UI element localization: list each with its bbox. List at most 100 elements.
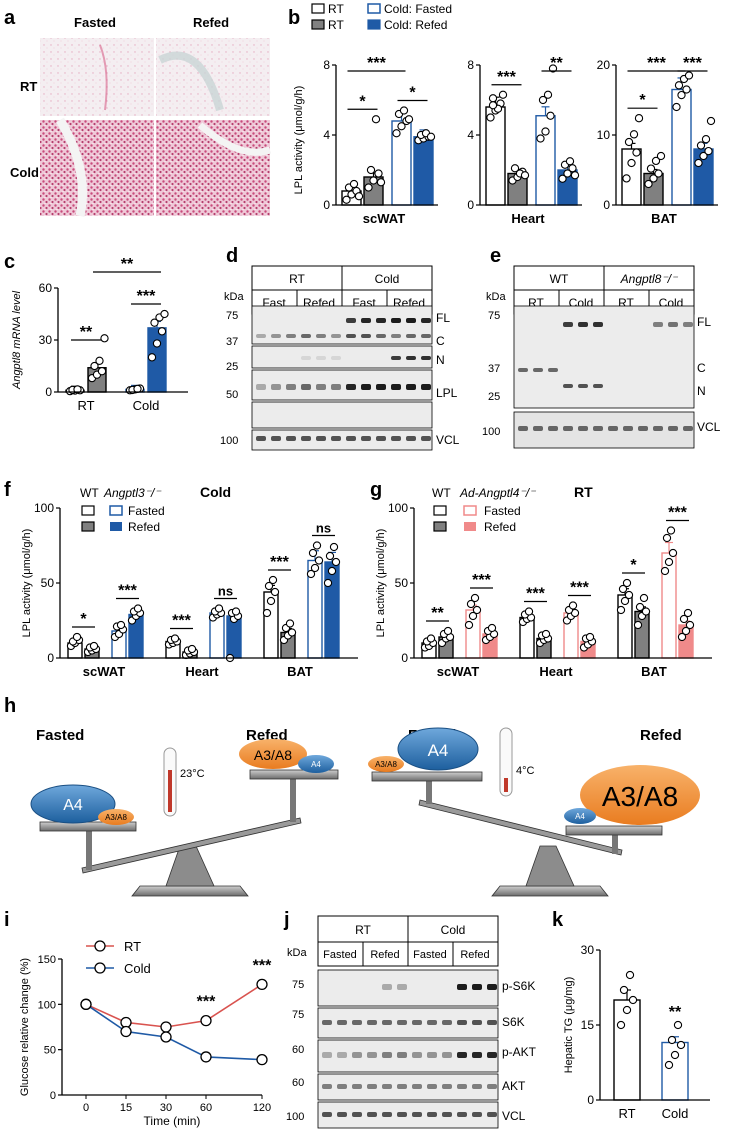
y-tick-label: 4 [323,128,330,142]
significance-label: ** [431,605,444,622]
h-right-pan-fasted [371,771,483,782]
blot-band [421,318,431,323]
data-point [80,998,92,1010]
data-point [625,970,635,980]
h-right-thermometer-icon [499,727,513,797]
histology-row-cold: Cold [10,165,39,180]
data-point [488,94,498,103]
significance-label: *** [668,505,687,522]
h-left-base [131,885,249,897]
blot-band [442,1020,452,1025]
panel-d-western-blot: RT Cold Fast Refed Fast Refed kDa 75 37 … [220,265,460,451]
data-point [694,158,703,168]
blot-band [391,334,401,338]
blot-band [427,1052,437,1058]
blot-band [352,1020,362,1025]
blot-band [457,1112,467,1117]
blot-band [457,1020,467,1025]
blot-band [442,1112,452,1117]
blot-band [406,318,416,323]
blot-e-kda: kDa [486,291,506,303]
data-point [585,632,595,642]
legend-f-wt: WT [80,486,99,500]
blot-band [331,436,341,441]
blot-band [286,436,296,441]
x-tick-label: 120 [253,1102,271,1114]
data-point [565,157,575,166]
data-point [327,566,337,576]
panel-letter-j: j [283,909,290,931]
legend-label: Cold [124,961,151,976]
x-tick-label: 0 [83,1102,89,1114]
data-point [369,176,378,185]
data-point [285,619,295,628]
significance-label: ** [80,324,93,341]
x-tick-label: 15 [120,1102,132,1114]
blot-band [352,1052,362,1058]
blot-d-band-vcl: VCL [436,433,460,447]
blot-band [412,1020,422,1025]
y-tick-label: 150 [38,954,56,966]
data-point [677,632,687,642]
data-point [660,566,670,576]
blot-j-marker-3: 60 [292,1044,304,1056]
data-point [662,533,672,543]
data-point [679,614,689,624]
series-line [85,983,263,1028]
x-group-label: RT [77,398,94,413]
significance-label: *** [497,69,516,86]
panel-h-seesaw-diagram: Fasted Refed Fasted Refed A4 A3/A8 A3/A8… [30,727,700,897]
data-point [624,137,634,147]
data-point [568,164,577,173]
y-tick-label: 8 [467,58,474,72]
data-point [329,542,339,552]
significance-label: *** [683,55,702,72]
chart-title: scWAT [363,211,405,226]
legend-marker [94,962,106,974]
blot-band [578,426,588,431]
significance-label: *** [118,583,137,600]
data-point [536,134,545,143]
data-point [160,1021,172,1033]
data-point [629,130,639,139]
h-right-base [491,885,609,897]
blot-band [421,384,431,390]
h-right-pan-refed [565,825,663,836]
y-axis-label: Angptl8 mRNA level [11,290,23,390]
blot-band [256,334,266,338]
bar [613,999,641,1101]
blot-band [548,368,558,372]
panel-letter-i: i [4,909,10,931]
blot-d-marker-25: 25 [226,361,238,373]
blot-band [406,356,416,360]
data-point [677,90,686,100]
data-point [399,106,409,115]
y-axis-label: LPL activity (μmol/g/h) [21,529,33,638]
bar [324,561,340,659]
data-point [563,169,572,178]
data-point [538,95,548,105]
legend-f-ko: Angptl3⁻/⁻ [103,486,162,500]
blot-band [301,356,311,360]
significance-label: * [639,92,646,109]
data-point [160,1031,172,1043]
data-point [664,557,674,567]
h-left-pan-refed [249,769,339,780]
data-point [616,1020,626,1030]
x-axis-label: Time (min) [144,1114,201,1128]
significance-label: * [359,93,366,110]
data-point [312,541,322,550]
blot-band [457,984,467,990]
data-point [704,146,713,156]
blot-band [346,436,356,441]
blot-band [391,436,401,441]
blot-band [406,436,416,441]
data-point [472,605,482,615]
blot-band [301,436,311,441]
blot-band [367,1112,377,1117]
data-point [488,101,498,110]
significance-label: ** [550,55,563,72]
data-point [618,584,628,594]
blot-band [256,384,266,390]
data-point [639,593,649,603]
